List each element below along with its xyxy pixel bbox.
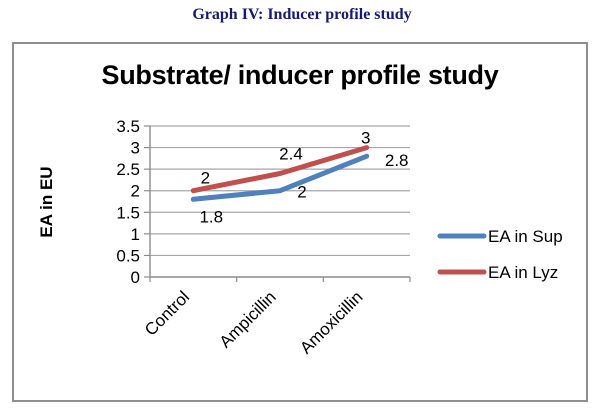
y-tick-label: 0.5 xyxy=(116,246,140,265)
y-tick-label: 0 xyxy=(131,268,140,287)
category-label: Control xyxy=(141,287,193,339)
data-label: 2 xyxy=(201,169,210,188)
legend-label: EA in Lyz xyxy=(488,263,558,282)
y-tick-label: 2.5 xyxy=(116,160,140,179)
y-tick-label: 1 xyxy=(131,225,140,244)
series-line-ea-in-lyz xyxy=(190,145,370,194)
series-line-ea-in-sup xyxy=(190,153,370,202)
data-label: 2.8 xyxy=(385,151,409,170)
y-axis-title: EA in EU xyxy=(37,166,56,237)
data-label: 1.8 xyxy=(199,207,223,226)
plot-svg: 0 0.5 1 1.5 2 2.5 3 3.5 Control Ampicillin Amoxici… xyxy=(37,117,563,358)
legend-label: EA in Sup xyxy=(488,227,563,246)
y-tick-label: 3.5 xyxy=(116,117,140,136)
y-tick-label: 2 xyxy=(131,182,140,201)
category-label: Ampicillin xyxy=(216,287,280,351)
chart-title: Substrate/ inducer profile study xyxy=(101,60,499,90)
data-label: 2.4 xyxy=(279,145,303,164)
y-tick-label: 1.5 xyxy=(116,203,140,222)
chart: Substrate/ inducer profile study 0 0.5 1 1.… xyxy=(12,42,588,402)
data-label: 3 xyxy=(361,129,370,148)
category-label: Amoxicillin xyxy=(296,287,366,357)
figure-caption: Graph IV: Inducer profile study xyxy=(192,6,412,23)
y-tick-label: 3 xyxy=(131,139,140,158)
data-label: 2 xyxy=(297,183,306,202)
